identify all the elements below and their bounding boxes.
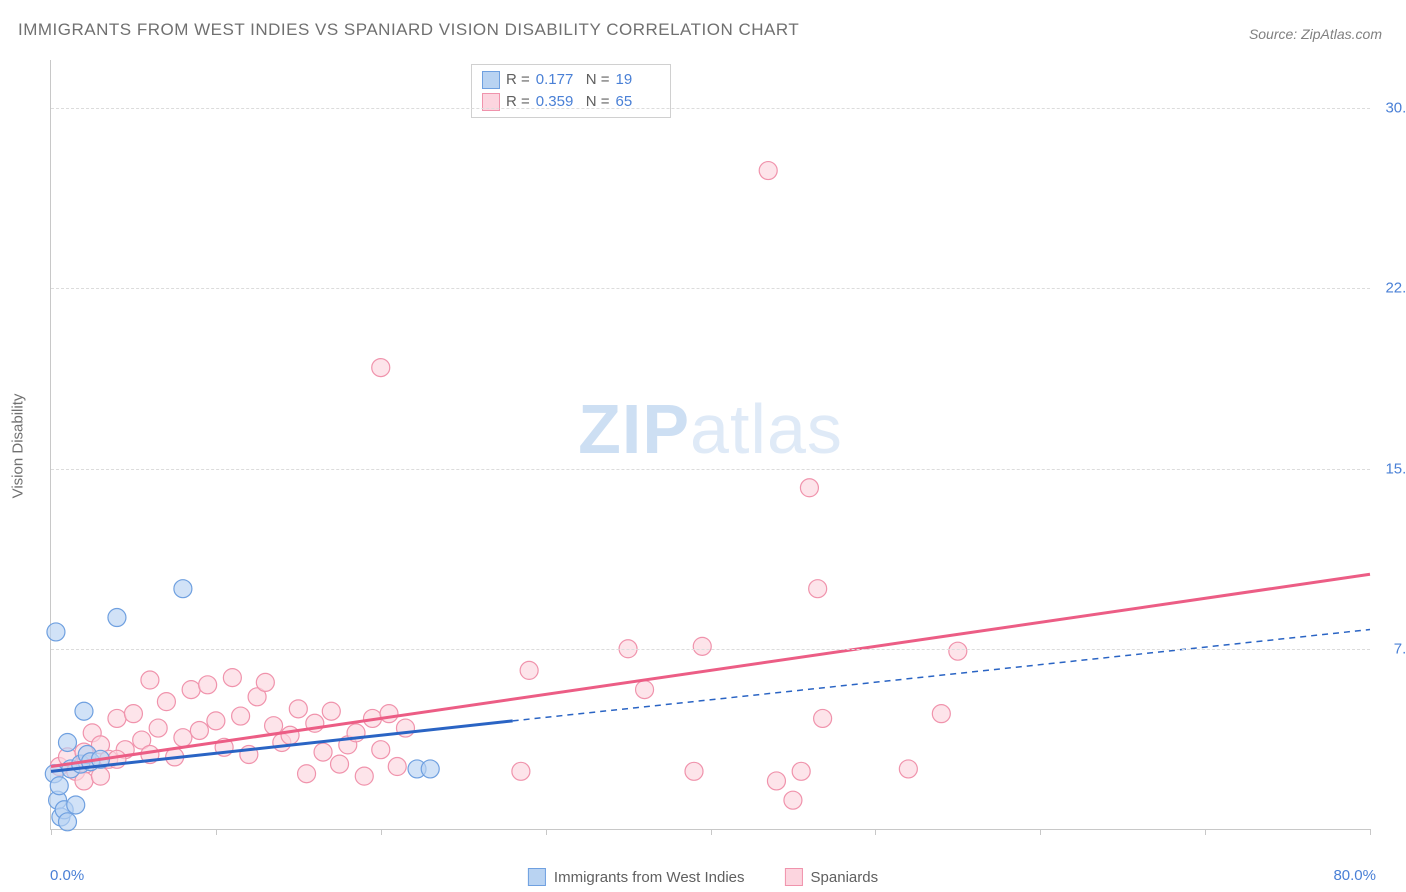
data-point — [949, 642, 967, 660]
y-tick-label: 30.0% — [1376, 100, 1406, 117]
data-point — [58, 813, 76, 831]
data-point — [792, 762, 810, 780]
data-point — [199, 676, 217, 694]
data-point — [767, 772, 785, 790]
x-tick — [216, 829, 217, 835]
legend-item-blue: Immigrants from West Indies — [528, 868, 745, 886]
data-point — [157, 693, 175, 711]
data-point — [50, 777, 68, 795]
data-point — [108, 609, 126, 627]
x-tick — [381, 829, 382, 835]
data-point — [899, 760, 917, 778]
data-point — [141, 671, 159, 689]
data-point — [47, 623, 65, 641]
data-point — [322, 702, 340, 720]
data-point — [372, 741, 390, 759]
x-tick — [711, 829, 712, 835]
data-point — [207, 712, 225, 730]
x-axis-min-label: 0.0% — [50, 867, 84, 884]
x-tick — [1040, 829, 1041, 835]
data-point — [174, 729, 192, 747]
legend-pink-label: Spaniards — [811, 869, 879, 886]
data-point — [190, 721, 208, 739]
data-point — [685, 762, 703, 780]
data-point — [256, 673, 274, 691]
data-point — [149, 719, 167, 737]
chart-title: IMMIGRANTS FROM WEST INDIES VS SPANIARD … — [18, 20, 799, 40]
swatch-pink-bottom — [785, 868, 803, 886]
gridline — [51, 649, 1370, 650]
data-point — [75, 702, 93, 720]
data-point — [331, 755, 349, 773]
data-point — [421, 760, 439, 778]
trend-line — [51, 574, 1370, 766]
gridline — [51, 469, 1370, 470]
x-tick — [875, 829, 876, 835]
data-point — [223, 669, 241, 687]
data-point — [512, 762, 530, 780]
legend-item-pink: Spaniards — [785, 868, 879, 886]
data-point — [759, 162, 777, 180]
data-point — [784, 791, 802, 809]
x-axis-max-label: 80.0% — [1333, 867, 1376, 884]
data-point — [289, 700, 307, 718]
data-point — [355, 767, 373, 785]
data-point — [298, 765, 316, 783]
x-tick — [546, 829, 547, 835]
data-point — [814, 709, 832, 727]
data-point — [372, 359, 390, 377]
data-point — [232, 707, 250, 725]
data-point — [58, 733, 76, 751]
y-tick-label: 22.5% — [1376, 280, 1406, 297]
gridline — [51, 108, 1370, 109]
data-point — [932, 705, 950, 723]
swatch-blue-bottom — [528, 868, 546, 886]
data-point — [314, 743, 332, 761]
plot-area: ZIPatlas R = 0.177 N = 19 R = 0.359 N = … — [50, 60, 1370, 830]
data-point — [281, 726, 299, 744]
data-point — [693, 637, 711, 655]
y-axis-title: Vision Disability — [10, 394, 27, 499]
data-point — [174, 580, 192, 598]
scatter-svg — [51, 60, 1370, 829]
x-tick — [1205, 829, 1206, 835]
y-tick-label: 7.5% — [1376, 640, 1406, 657]
data-point — [380, 705, 398, 723]
y-tick-label: 15.0% — [1376, 460, 1406, 477]
x-tick — [1370, 829, 1371, 835]
gridline — [51, 288, 1370, 289]
data-point — [182, 681, 200, 699]
data-point — [124, 705, 142, 723]
x-tick — [51, 829, 52, 835]
data-point — [809, 580, 827, 598]
data-point — [67, 796, 85, 814]
legend-blue-label: Immigrants from West Indies — [554, 869, 745, 886]
data-point — [108, 709, 126, 727]
source-label: Source: ZipAtlas.com — [1249, 26, 1382, 42]
series-legend: Immigrants from West Indies Spaniards — [528, 868, 878, 886]
data-point — [388, 758, 406, 776]
data-point — [800, 479, 818, 497]
data-point — [520, 661, 538, 679]
data-point — [636, 681, 654, 699]
